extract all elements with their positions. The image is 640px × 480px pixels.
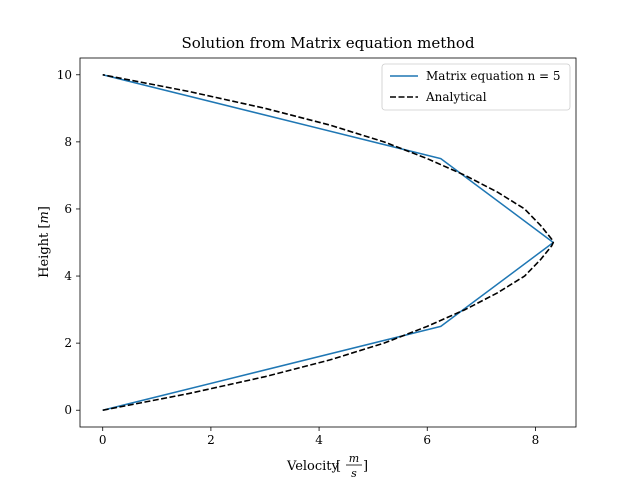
- x-axis-unit-num: m: [349, 452, 359, 465]
- x-axis-bracket-open: [: [336, 459, 341, 474]
- y-axis-label-name: Height: [37, 232, 52, 278]
- legend: Matrix equation n = 5 Analytical: [381, 63, 571, 111]
- y-tick-label: 4: [64, 269, 72, 283]
- axes-frame: [79, 57, 577, 428]
- legend-box: [381, 63, 571, 111]
- y-tick-label: 10: [57, 68, 72, 82]
- x-tick-label: 2: [207, 433, 215, 447]
- y-tick-label: 6: [64, 202, 72, 216]
- y-tick-label: 8: [64, 135, 72, 149]
- x-axis-label-text: Velocity: [286, 459, 340, 474]
- x-tick-label: 4: [315, 433, 323, 447]
- x-tick-label: 8: [532, 433, 540, 447]
- x-axis-label: Velocity [ m s ]: [286, 452, 368, 480]
- y-axis-label-text: Height [m]: [37, 206, 52, 278]
- series-line-analytical: [102, 73, 555, 412]
- y-axis-bracket-open: [: [37, 224, 52, 233]
- legend-entry-label: Analytical: [425, 90, 487, 104]
- x-axis-unit-den: s: [351, 467, 357, 480]
- x-tick-label: 0: [99, 433, 107, 447]
- x-tick-label: 6: [423, 433, 431, 447]
- y-axis-unit: m: [37, 211, 52, 223]
- x-axis-bracket-close: ]: [363, 459, 368, 474]
- chart-title: Solution from Matrix equation method: [181, 34, 475, 52]
- y-tick-label: 0: [64, 403, 72, 417]
- y-axis-bracket-close: ]: [37, 206, 52, 211]
- plot-area: 0 2 4 6 8 0 2 4 6 8 10: [57, 57, 577, 447]
- y-tick-label: 2: [64, 336, 72, 350]
- legend-entry-label: Matrix equation n = 5: [426, 69, 561, 83]
- y-axis-label: Height [m]: [37, 206, 52, 278]
